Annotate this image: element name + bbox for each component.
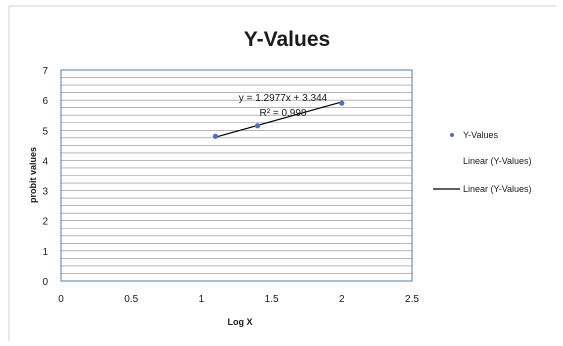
x-tick-label: 0.5 — [124, 294, 138, 305]
data-points — [212, 100, 345, 139]
y-tick-label: 7 — [42, 66, 48, 77]
plot-area-border — [60, 69, 413, 282]
data-point — [254, 123, 261, 129]
legend-label-3: Linear (Y-Values) — [463, 184, 532, 194]
x-tick-label: 2.5 — [405, 294, 419, 305]
chart-frame-border — [8, 5, 556, 341]
y-tick-label: 0 — [42, 277, 48, 288]
trendline-r-squared: R² = 0.998 — [260, 108, 307, 119]
trendline-layer — [215, 101, 342, 138]
y-tick-label: 4 — [42, 156, 48, 167]
legend-label-2: Linear (Y-Values) — [463, 156, 532, 166]
y-tick-label: 5 — [42, 126, 48, 137]
x-axis-ticks: 0 0.5 1 1.5 2 2.5 — [58, 294, 419, 305]
y-axis-ticks: 0 1 2 3 4 5 6 7 — [42, 66, 48, 288]
x-tick-label: 1 — [199, 294, 205, 305]
data-point — [339, 100, 345, 106]
legend-label-1: Y-Values — [463, 130, 499, 140]
trendline-equation: y = 1.2977x + 3.344 — [239, 93, 328, 104]
x-axis-title: Log X — [228, 317, 253, 327]
y-tick-label: 3 — [42, 187, 48, 198]
x-tick-label: 0 — [58, 294, 64, 305]
x-tick-label: 1.5 — [265, 294, 279, 305]
y-axis-title: probit values — [28, 147, 38, 203]
chart-title: Y-Values — [244, 28, 330, 51]
legend-marker-y-values — [450, 133, 454, 137]
x-tick-label: 2 — [339, 294, 345, 305]
gridlines — [61, 69, 412, 282]
legend: Y-Values Linear (Y-Values) Linear (Y-Val… — [433, 130, 532, 194]
y-tick-label: 2 — [42, 217, 48, 228]
trendline — [215, 101, 342, 138]
y-tick-label: 6 — [42, 96, 48, 107]
y-tick-label: 1 — [42, 247, 48, 258]
data-point — [212, 133, 219, 139]
